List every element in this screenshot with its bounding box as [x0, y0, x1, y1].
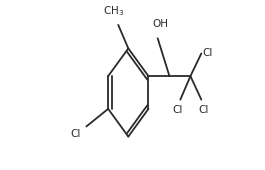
- Text: Cl: Cl: [202, 48, 213, 58]
- Text: CH$_3$: CH$_3$: [103, 4, 125, 18]
- Text: Cl: Cl: [173, 105, 183, 115]
- Text: Cl: Cl: [199, 105, 209, 115]
- Text: Cl: Cl: [70, 129, 81, 139]
- Text: OH: OH: [152, 19, 168, 29]
